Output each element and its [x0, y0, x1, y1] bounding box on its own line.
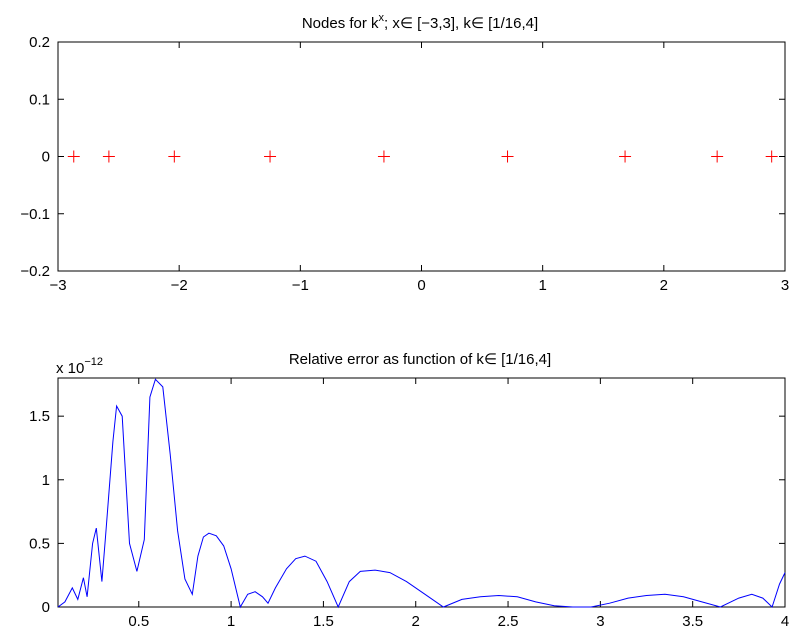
nodes-axes-box: [57, 41, 786, 272]
error-x-tick-label: 1: [227, 613, 235, 630]
nodes-x-tick-label: 1: [538, 277, 546, 294]
error-series: [57, 378, 786, 609]
nodes-title-base: Nodes for k: [302, 15, 379, 32]
error-x-tick-label: 3.5: [682, 613, 703, 630]
exponent-power: −12: [84, 356, 103, 368]
error-y-tick-label: 0: [42, 599, 50, 616]
node-marker: [711, 150, 724, 163]
nodes-chart-title: Nodes for kx; x∈ [−3,3], k∈ [1/16,4]: [302, 12, 538, 32]
node-marker: [168, 150, 181, 163]
nodes-x-tick-label: 0: [417, 277, 425, 294]
node-marker: [102, 150, 115, 163]
exponent-base: x 10: [56, 360, 84, 377]
nodes-y-axis: −0.2 −0.1 0 0.1 0.2: [20, 34, 785, 280]
error-x-tick-label: 2: [412, 613, 420, 630]
error-y-tick-label: 1.5: [29, 408, 50, 425]
nodes-x-tick-label: −1: [292, 277, 309, 294]
error-x-axis: 0.5 1 1.5 2 2.5 3 3.5 4: [128, 378, 789, 630]
error-axes-box: [57, 377, 786, 608]
nodes-x-axis: −3 −2 −1 0 1 2 3: [49, 42, 789, 294]
node-marker: [264, 150, 277, 163]
error-y-axis: 0 0.5 1 1.5: [29, 408, 785, 616]
node-marker: [619, 150, 632, 163]
nodes-x-tick-label: −3: [49, 277, 66, 294]
node-marker: [377, 150, 390, 163]
nodes-y-tick-label: −0.1: [20, 206, 50, 223]
node-marker: [501, 150, 514, 163]
node-marker: [765, 150, 778, 163]
error-x-tick-label: 4: [781, 613, 789, 630]
error-chart-title: Relative error as function of k∈ [1/16,4…: [289, 351, 551, 368]
nodes-x-tick-label: 2: [660, 277, 668, 294]
nodes-chart: Nodes for kx; x∈ [−3,3], k∈ [1/16,4] −3−…: [20, 12, 789, 294]
nodes-y-tick-label: 0.2: [29, 34, 50, 51]
error-x-tick-label: 2.5: [498, 613, 519, 630]
nodes-x-tick-label: −2: [171, 277, 188, 294]
error-chart: Relative error as function of k∈ [1/16,4…: [29, 351, 789, 630]
node-marker: [67, 150, 80, 163]
error-x-tick-label: 0.5: [128, 613, 149, 630]
nodes-y-tick-label: 0: [42, 149, 50, 166]
error-x-tick-label: 1.5: [313, 613, 334, 630]
error-x-tick-label: 3: [596, 613, 604, 630]
nodes-title-sup: x: [379, 12, 385, 24]
nodes-series: [67, 150, 778, 163]
error-y-tick-label: 0.5: [29, 535, 50, 552]
error-y-tick-label: 1: [42, 472, 50, 489]
error-line: [57, 378, 786, 609]
nodes-x-tick-label: 3: [781, 277, 789, 294]
nodes-y-tick-label: 0.1: [29, 91, 50, 108]
nodes-y-tick-label: −0.2: [20, 263, 50, 280]
exponent-label: x 10−12: [56, 356, 103, 377]
nodes-title-rest: ; x∈ [−3,3], k∈ [1/16,4]: [384, 15, 538, 32]
